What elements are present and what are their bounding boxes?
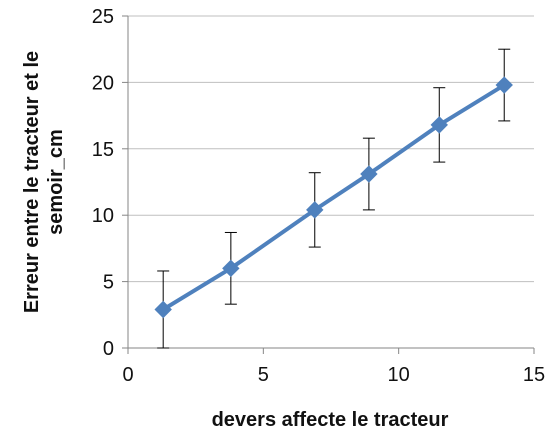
series-line [161, 83, 507, 312]
y-axis-title-line-2: semoir_cm [45, 129, 67, 235]
data-points [154, 76, 513, 319]
data-point-diamond [360, 165, 378, 183]
data-point-diamond [154, 300, 172, 319]
y-tick-label: 25 [92, 6, 114, 28]
y-tick-label: 5 [103, 272, 114, 294]
x-tick-label: 0 [122, 364, 133, 386]
data-point-diamond [430, 116, 448, 134]
y-tick-label: 20 [92, 72, 114, 94]
data-point-diamond [306, 201, 324, 219]
x-tick-label: 10 [388, 364, 410, 386]
data-point-diamond [222, 259, 240, 278]
tick-labels: 0 5 10 15 20 25 0 5 10 15 [92, 6, 545, 386]
y-tick-label: 15 [92, 139, 114, 161]
series-line-layer [161, 83, 507, 312]
data-point-diamond [495, 76, 513, 94]
y-tick-label: 10 [92, 205, 114, 227]
x-tick-label: 15 [523, 364, 545, 386]
x-axis-title: devers affecte le tracteur [212, 409, 449, 431]
y-axis-title-line-1: Erreur entre le tracteur et le [21, 51, 43, 313]
gridlines [128, 15, 534, 283]
y-tick-label: 0 [103, 338, 114, 360]
x-tick-label: 5 [258, 364, 269, 386]
axes [122, 15, 535, 354]
y-axis-title: Erreur entre le tracteur et le semoir_cm [21, 51, 67, 313]
